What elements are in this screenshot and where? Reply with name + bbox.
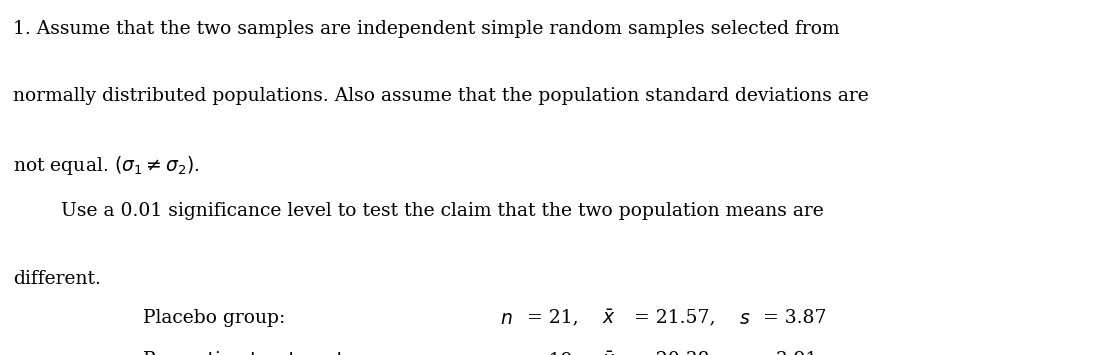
Text: = 3.91: = 3.91 bbox=[754, 351, 818, 355]
Text: $s$: $s$ bbox=[730, 351, 741, 355]
Text: $n$: $n$ bbox=[500, 351, 512, 355]
Text: not equal. $(\sigma_1 \neq \sigma_2)$.: not equal. $(\sigma_1 \neq \sigma_2)$. bbox=[13, 154, 200, 178]
Text: = 3.87: = 3.87 bbox=[763, 309, 827, 327]
Text: $\bar{x}$: $\bar{x}$ bbox=[602, 351, 616, 355]
Text: Use a 0.01 significance level to test the claim that the two population means ar: Use a 0.01 significance level to test th… bbox=[13, 202, 824, 220]
Text: different.: different. bbox=[13, 270, 101, 288]
Text: Placebo group:: Placebo group: bbox=[143, 309, 285, 327]
Text: 1. Assume that the two samples are independent simple random samples selected fr: 1. Assume that the two samples are indep… bbox=[13, 20, 840, 38]
Text: $n$: $n$ bbox=[500, 309, 512, 328]
Text: = 20.38: = 20.38 bbox=[634, 351, 709, 355]
Text: = 21,: = 21, bbox=[527, 309, 579, 327]
Text: $\bar{x}$: $\bar{x}$ bbox=[602, 309, 616, 328]
Text: Paroxetine treatment group:: Paroxetine treatment group: bbox=[143, 351, 412, 355]
Text: = 21.57,: = 21.57, bbox=[634, 309, 715, 327]
Text: = 19,: = 19, bbox=[527, 351, 579, 355]
Text: $s$: $s$ bbox=[739, 309, 750, 328]
Text: normally distributed populations. Also assume that the population standard devia: normally distributed populations. Also a… bbox=[13, 87, 869, 105]
